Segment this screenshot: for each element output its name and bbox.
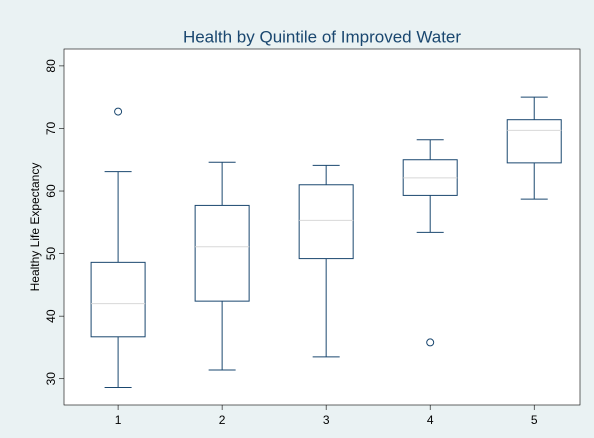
x-tick-label: 5 — [531, 413, 538, 427]
x-tick-label: 3 — [323, 413, 330, 427]
box — [506, 119, 562, 164]
box — [90, 261, 146, 338]
y-tick-label: 50 — [44, 247, 58, 261]
y-tick-label: 80 — [44, 59, 58, 73]
x-tick-label: 2 — [219, 413, 226, 427]
y-tick-label: 40 — [44, 309, 58, 323]
y-tick-label: 70 — [44, 121, 58, 135]
outlier — [114, 107, 123, 116]
chart-title: Health by Quintile of Improved Water — [183, 27, 461, 46]
y-tick-label: 60 — [44, 184, 58, 198]
box — [298, 184, 354, 260]
x-tick-label: 1 — [115, 413, 122, 427]
box — [194, 204, 250, 302]
y-tick-label: 30 — [44, 372, 58, 386]
y-axis-label: Healthy Life Expectancy — [28, 163, 42, 292]
x-tick-label: 4 — [427, 413, 434, 427]
outlier — [426, 338, 435, 347]
